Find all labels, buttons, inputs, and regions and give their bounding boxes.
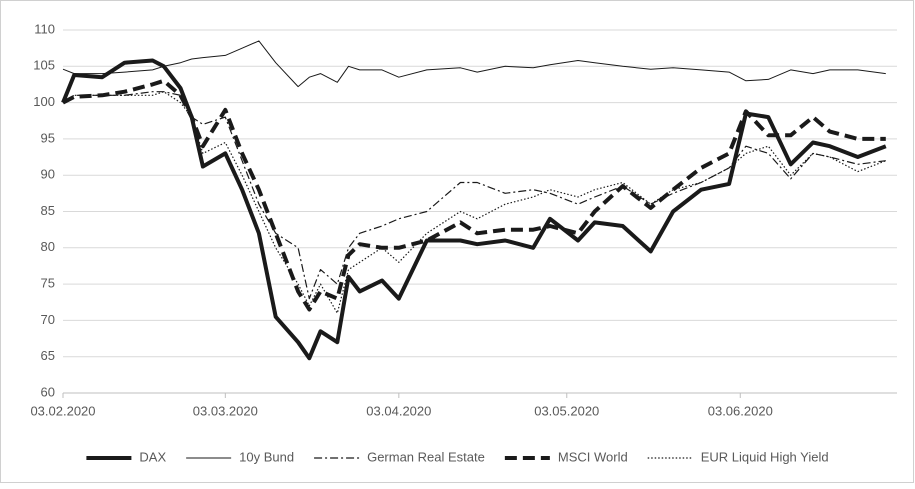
y-tick-label: 80	[41, 239, 55, 254]
y-tick-label: 95	[41, 130, 55, 145]
y-tick-label: 70	[41, 312, 55, 327]
y-tick-label: 105	[33, 58, 55, 73]
x-tick-label: 03.05.2020	[534, 403, 599, 418]
legend-label: German Real Estate	[367, 449, 485, 464]
y-tick-label: 110	[34, 21, 55, 36]
y-tick-label: 100	[33, 94, 55, 109]
y-tick-label: 85	[41, 203, 55, 218]
series-line	[62, 91, 887, 314]
series-line	[61, 58, 887, 361]
y-tick-label: 75	[41, 276, 55, 291]
series-line	[62, 40, 886, 88]
y-tick-label: 60	[41, 384, 55, 399]
series-line	[62, 78, 886, 312]
x-tick-label: 03.02.2020	[30, 403, 95, 418]
legend-label: MSCI World	[558, 449, 628, 464]
x-tick-label: 03.04.2020	[366, 403, 431, 418]
legend-label: 10y Bund	[239, 449, 294, 464]
x-tick-label: 03.06.2020	[708, 403, 773, 418]
legend-label: DAX	[139, 449, 166, 464]
y-tick-label: 65	[41, 348, 55, 363]
x-tick-label: 03.03.2020	[193, 403, 258, 418]
legend-label: EUR Liquid High Yield	[701, 449, 829, 464]
y-tick-label: 90	[41, 167, 55, 182]
